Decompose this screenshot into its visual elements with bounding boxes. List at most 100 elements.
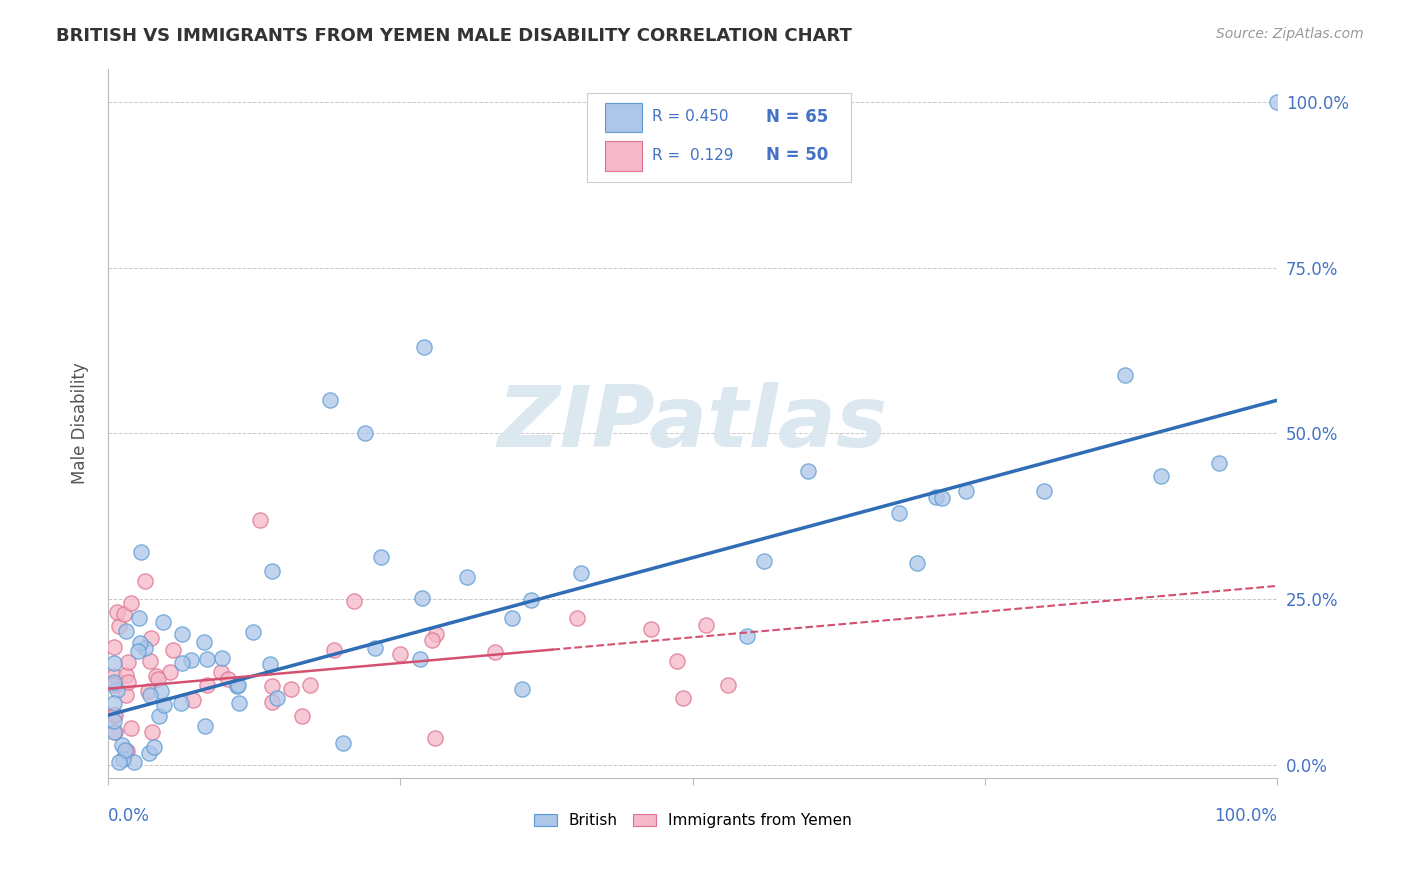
Point: [420, 633, 443, 648]
Point: [146, 672, 169, 686]
Point: [103, 678, 125, 692]
Point: [567, 611, 589, 625]
Point: [138, 683, 160, 698]
FancyBboxPatch shape: [605, 103, 643, 132]
Point: [170, 696, 193, 710]
Point: [180, 653, 202, 667]
Point: [354, 426, 377, 441]
Point: [717, 678, 740, 692]
Point: [259, 657, 281, 671]
Point: [129, 636, 152, 650]
Point: [115, 668, 138, 682]
Point: [145, 669, 167, 683]
Point: [127, 644, 149, 658]
Point: [569, 566, 592, 580]
Point: [290, 708, 312, 723]
Text: Source: ZipAtlas.com: Source: ZipAtlas.com: [1216, 27, 1364, 41]
Point: [217, 672, 239, 686]
Point: [103, 640, 125, 655]
Point: [343, 594, 366, 608]
Point: [138, 654, 160, 668]
Point: [108, 619, 131, 633]
Legend: British, Immigrants from Yemen: British, Immigrants from Yemen: [527, 807, 858, 834]
Point: [672, 690, 695, 705]
Point: [170, 656, 193, 670]
Point: [117, 674, 139, 689]
Point: [111, 739, 134, 753]
Point: [412, 340, 434, 354]
Point: [107, 755, 129, 769]
Point: [262, 564, 284, 578]
Point: [114, 742, 136, 756]
Point: [262, 679, 284, 693]
Point: [181, 693, 204, 707]
Point: [1208, 456, 1230, 470]
Point: [103, 725, 125, 739]
Point: [122, 755, 145, 769]
Point: [112, 607, 135, 621]
Point: [120, 722, 142, 736]
Point: [737, 629, 759, 643]
Text: R =  0.129: R = 0.129: [652, 147, 734, 162]
Point: [194, 719, 217, 733]
Point: [114, 745, 136, 759]
Text: BRITISH VS IMMIGRANTS FROM YEMEN MALE DISABILITY CORRELATION CHART: BRITISH VS IMMIGRANTS FROM YEMEN MALE DI…: [56, 27, 852, 45]
FancyBboxPatch shape: [605, 141, 643, 170]
Point: [925, 490, 948, 504]
Point: [103, 669, 125, 683]
Point: [139, 688, 162, 702]
Point: [260, 695, 283, 709]
Point: [425, 731, 447, 746]
Point: [931, 491, 953, 505]
Point: [103, 714, 125, 728]
Point: [370, 550, 392, 565]
Point: [225, 679, 247, 693]
Point: [796, 464, 818, 478]
Point: [103, 674, 125, 689]
Point: [103, 708, 125, 723]
Point: [134, 640, 156, 655]
Point: [195, 678, 218, 692]
Point: [153, 698, 176, 712]
Point: [141, 631, 163, 645]
Point: [364, 640, 387, 655]
Point: [103, 676, 125, 690]
Point: [409, 652, 432, 666]
Point: [120, 596, 142, 610]
Point: [323, 643, 346, 657]
Point: [425, 626, 447, 640]
Point: [105, 605, 128, 619]
Point: [411, 591, 433, 605]
Point: [112, 751, 135, 765]
Point: [211, 665, 233, 680]
Point: [142, 740, 165, 755]
Point: [512, 682, 534, 697]
Text: N = 50: N = 50: [766, 146, 828, 164]
Point: [389, 647, 412, 661]
Point: [298, 678, 321, 692]
Point: [117, 655, 139, 669]
Point: [128, 611, 150, 625]
Point: [640, 622, 662, 636]
Point: [103, 656, 125, 670]
Point: [211, 651, 233, 665]
Point: [1149, 468, 1171, 483]
Point: [484, 645, 506, 659]
Text: N = 65: N = 65: [766, 108, 828, 126]
Point: [195, 651, 218, 665]
Point: [104, 725, 127, 739]
Point: [134, 574, 156, 589]
Point: [1267, 95, 1289, 109]
FancyBboxPatch shape: [588, 94, 851, 182]
Point: [226, 678, 249, 692]
Point: [905, 556, 928, 570]
Point: [249, 512, 271, 526]
Text: ZIPatlas: ZIPatlas: [498, 382, 887, 465]
Point: [666, 654, 689, 668]
Point: [242, 625, 264, 640]
Point: [752, 553, 775, 567]
Point: [129, 545, 152, 559]
Point: [152, 615, 174, 630]
Point: [228, 696, 250, 710]
Point: [520, 592, 543, 607]
